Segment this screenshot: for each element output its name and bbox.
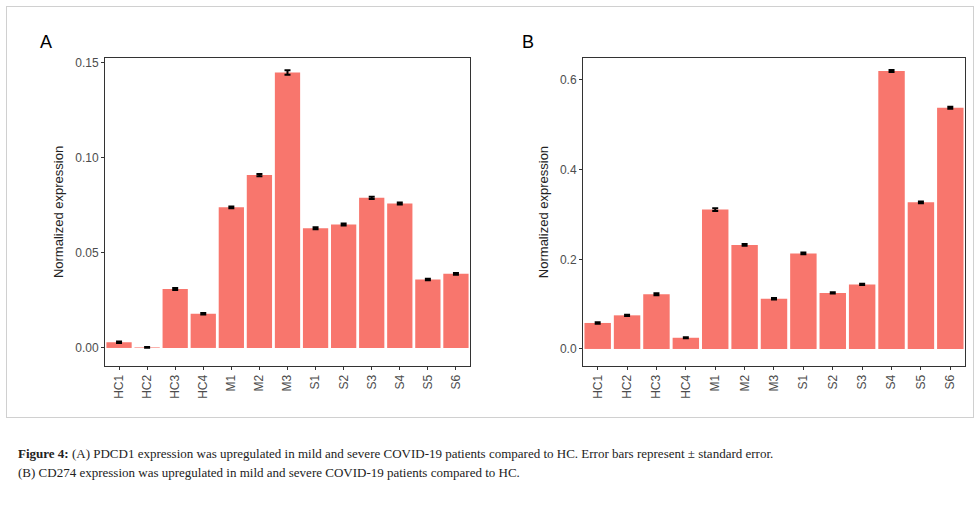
svg-text:A: A	[40, 32, 52, 52]
svg-text:M1: M1	[224, 374, 238, 391]
svg-text:HC1: HC1	[591, 374, 605, 398]
svg-text:HC2: HC2	[140, 374, 154, 398]
svg-text:0.10: 0.10	[75, 151, 99, 165]
svg-text:S2: S2	[826, 374, 840, 389]
svg-text:M2: M2	[738, 374, 752, 391]
svg-text:0.05: 0.05	[75, 246, 99, 260]
svg-text:0.2: 0.2	[560, 252, 577, 266]
svg-text:S1: S1	[308, 374, 322, 389]
svg-text:S6: S6	[943, 374, 957, 389]
svg-text:HC4: HC4	[679, 374, 693, 398]
svg-text:S3: S3	[365, 374, 379, 389]
svg-text:0.0: 0.0	[560, 342, 577, 356]
svg-text:S5: S5	[421, 374, 435, 389]
svg-text:0.6: 0.6	[560, 73, 577, 87]
svg-text:M2: M2	[252, 374, 266, 391]
svg-text:B: B	[522, 32, 534, 52]
svg-text:0.15: 0.15	[75, 56, 99, 70]
svg-text:Normalized expression: Normalized expression	[51, 146, 66, 278]
svg-text:0.4: 0.4	[560, 163, 577, 177]
svg-text:S5: S5	[914, 374, 928, 389]
svg-text:M1: M1	[708, 374, 722, 391]
svg-text:M3: M3	[280, 374, 294, 391]
svg-text:HC2: HC2	[620, 374, 634, 398]
svg-text:HC1: HC1	[112, 374, 126, 398]
html-text:(B) CD274 expression was upreg: (B) CD274 expression was upregulated in …	[18, 465, 520, 480]
svg-text:M3: M3	[767, 374, 781, 391]
html-text:Figure 4: (A) PDCD1 expression: Figure 4: (A) PDCD1 expression was upreg…	[18, 446, 774, 461]
svg-text:S2: S2	[337, 374, 351, 389]
svg-text:Normalized expression: Normalized expression	[536, 146, 551, 278]
svg-text:0.00: 0.00	[75, 341, 99, 355]
svg-text:S6: S6	[449, 374, 463, 389]
svg-text:HC3: HC3	[168, 374, 182, 398]
svg-text:S1: S1	[796, 374, 810, 389]
svg-text:S3: S3	[855, 374, 869, 389]
svg-text:HC4: HC4	[196, 374, 210, 398]
svg-text:S4: S4	[884, 374, 898, 389]
svg-text:S4: S4	[393, 374, 407, 389]
svg-text:HC3: HC3	[649, 374, 663, 398]
